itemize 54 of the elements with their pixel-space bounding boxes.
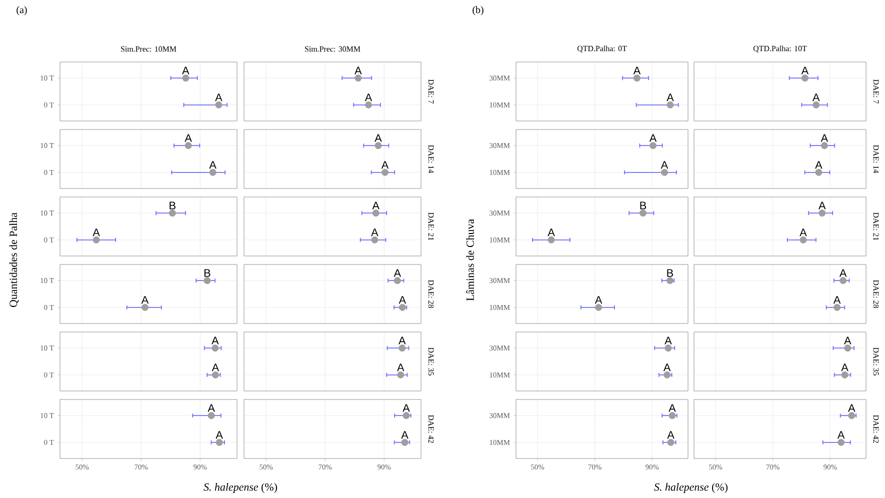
annotation: A xyxy=(663,364,671,372)
annotation: A xyxy=(667,431,674,439)
annotation: A xyxy=(594,296,602,304)
annotation: A xyxy=(92,228,100,236)
annotation: A xyxy=(401,431,408,439)
annotation: A xyxy=(848,404,856,412)
annotation: A xyxy=(837,431,845,439)
annotation: A xyxy=(372,202,380,210)
annotation: A xyxy=(815,161,822,169)
annotation: A xyxy=(354,66,362,74)
annotation: B xyxy=(640,202,646,210)
annotation: A xyxy=(800,228,807,236)
x-axis-title: S. halepense (%) xyxy=(654,483,728,493)
annotation: A xyxy=(398,296,406,304)
annotation: A xyxy=(398,336,406,344)
annotation: A xyxy=(402,404,410,412)
text: (a) xyxy=(16,6,27,16)
annotation: A xyxy=(394,269,402,277)
annotation: A xyxy=(209,161,216,169)
annotation: A xyxy=(801,66,809,74)
annotation: A xyxy=(371,228,378,236)
annotation: A xyxy=(208,404,215,412)
y-axis-title: Quantidades de Palha xyxy=(9,212,19,308)
annotation: A xyxy=(212,336,219,344)
annotation: A xyxy=(839,269,847,277)
annotation: A xyxy=(212,364,220,372)
text: (b) xyxy=(472,6,484,16)
annotation: B xyxy=(170,202,176,210)
annotation: A xyxy=(841,364,848,372)
annotation: A xyxy=(141,296,149,304)
annotation: A xyxy=(381,161,389,169)
x-axis-title: S. halepense (%) xyxy=(204,483,278,493)
annotation: A xyxy=(374,134,382,142)
annotation: A xyxy=(668,404,676,412)
y-axis-title: Lâminas de Chuva xyxy=(466,219,474,301)
annotation: A xyxy=(820,134,828,142)
annotation: A xyxy=(215,94,222,102)
annotation: B xyxy=(204,269,210,277)
annotation: A xyxy=(397,364,404,372)
annotation: A xyxy=(844,336,852,344)
annotation: A xyxy=(184,134,192,142)
annotation: A xyxy=(664,336,672,344)
annotation: A xyxy=(364,94,372,102)
annotation: A xyxy=(666,94,674,102)
annotation: A xyxy=(216,431,223,439)
annotation: A xyxy=(818,202,826,210)
annotation: A xyxy=(812,94,820,102)
annotation: B xyxy=(667,269,674,277)
annotation: A xyxy=(833,296,841,304)
annotation: A xyxy=(649,134,657,142)
annotation: A xyxy=(660,161,668,169)
annotation: A xyxy=(633,66,641,74)
annotation: A xyxy=(182,66,190,74)
annotation: A xyxy=(548,228,555,236)
